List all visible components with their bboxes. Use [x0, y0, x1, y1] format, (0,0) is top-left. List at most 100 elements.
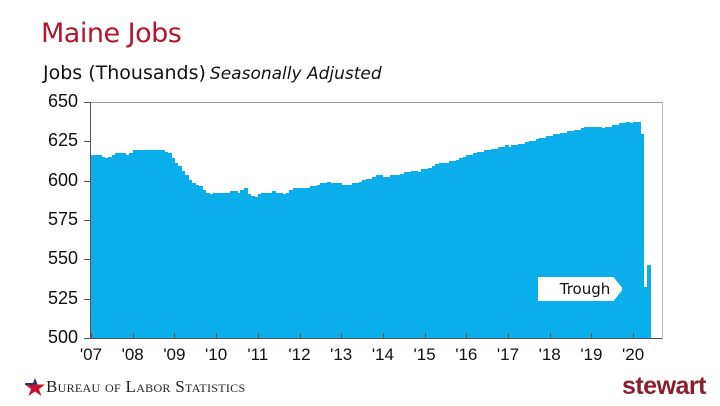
chart-title: Maine Jobs [41, 18, 182, 49]
bar [202, 189, 207, 339]
bls-text: Bureau of Labor Statistics [46, 377, 246, 396]
x-tick-label: '15 [413, 345, 436, 364]
bar [243, 187, 248, 339]
bar [94, 154, 99, 339]
y-tick [84, 338, 91, 339]
bar [212, 192, 217, 339]
x-tick [549, 333, 551, 339]
bar [278, 192, 283, 339]
bar [292, 187, 297, 339]
bar [282, 194, 287, 339]
bar [271, 191, 276, 339]
bar [233, 191, 238, 339]
bar [223, 192, 228, 339]
bar [549, 136, 554, 339]
bar [261, 192, 266, 339]
bar [570, 131, 575, 339]
bar [257, 194, 262, 339]
x-tick-label: '14 [371, 345, 394, 364]
y-tick-label: 550 [47, 248, 78, 269]
y-tick-label: 525 [47, 287, 78, 308]
y-tick [84, 259, 91, 261]
bar [577, 129, 582, 339]
x-tick-label: '09 [163, 345, 186, 364]
bar [539, 137, 544, 339]
bar [469, 154, 474, 339]
bar [334, 183, 339, 339]
bar [344, 184, 349, 339]
bar [355, 183, 360, 339]
bar [125, 154, 130, 339]
bar [448, 161, 453, 339]
bar [209, 194, 214, 339]
bar [636, 121, 641, 339]
plot-area [91, 102, 663, 339]
x-tick-label: '07 [79, 345, 103, 364]
x-tick-label: '08 [121, 345, 144, 364]
bar [289, 189, 294, 339]
bar [167, 153, 172, 339]
bar [309, 186, 314, 339]
x-tick-label: '13 [330, 345, 353, 364]
bar [160, 150, 165, 339]
bar [157, 150, 162, 339]
bar [567, 131, 572, 339]
bar [104, 158, 109, 339]
x-tick [216, 333, 218, 339]
bar [424, 169, 429, 339]
bar [205, 192, 210, 339]
bar [296, 187, 301, 339]
bar [643, 287, 648, 339]
bar [163, 151, 169, 339]
bar [435, 164, 440, 339]
subtitle-main: Jobs (Thousands) [43, 62, 206, 84]
bar [563, 132, 568, 339]
bar [483, 150, 488, 339]
bar [615, 125, 620, 339]
x-tick [591, 333, 593, 339]
bar [389, 175, 394, 339]
bar [612, 125, 617, 339]
bar [511, 145, 516, 339]
x-tick [466, 333, 468, 339]
bar [306, 187, 311, 339]
x-tick [132, 333, 134, 339]
bar [518, 143, 523, 339]
bar [466, 154, 471, 339]
x-tick-label: '12 [288, 345, 311, 364]
bar [452, 161, 457, 339]
bar [421, 169, 426, 339]
bar [598, 126, 603, 339]
x-tick [341, 333, 343, 339]
bar [285, 192, 290, 339]
bar [487, 150, 492, 339]
y-tick [84, 220, 91, 221]
bar [198, 186, 203, 339]
bar [181, 170, 186, 339]
bar [633, 121, 638, 339]
x-tick [174, 333, 176, 339]
bar [341, 184, 346, 339]
bar [455, 159, 460, 339]
stewart-logo: stewart [621, 372, 707, 400]
x-tick-label: '10 [205, 345, 228, 364]
bar [386, 176, 391, 339]
bar [601, 128, 606, 339]
bar [184, 175, 189, 339]
bar [268, 192, 273, 339]
bar [327, 181, 332, 339]
bls-logo: Bureau of Labor Statistics [24, 377, 245, 397]
bar [302, 187, 308, 339]
star-icon [25, 378, 45, 396]
bar [358, 181, 363, 339]
bar [195, 184, 200, 339]
bar [532, 140, 537, 339]
bar [275, 192, 280, 339]
bar [580, 128, 586, 339]
y-tick [84, 141, 91, 143]
bar [629, 123, 634, 339]
bar [428, 167, 433, 339]
x-tick [508, 333, 509, 339]
bar [459, 158, 464, 339]
bar [396, 175, 401, 339]
